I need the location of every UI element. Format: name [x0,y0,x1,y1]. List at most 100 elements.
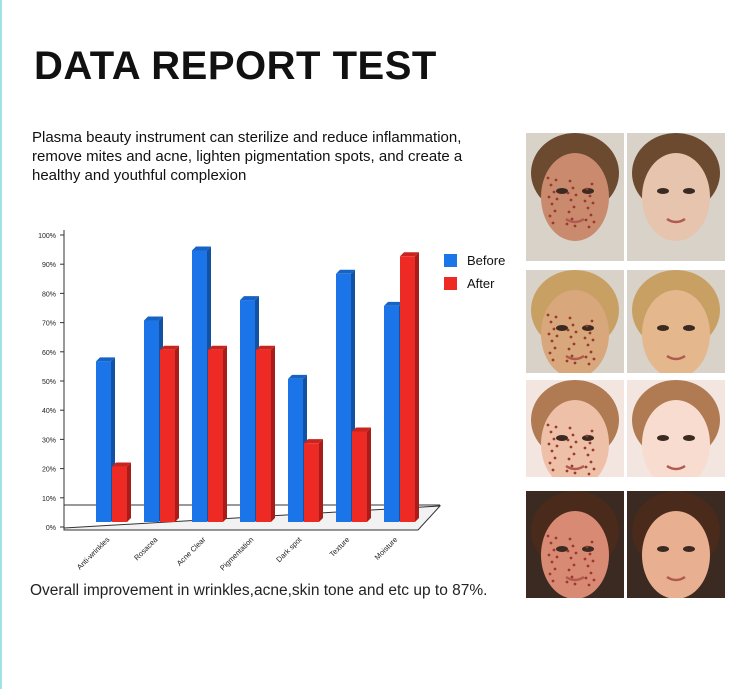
left-eye [657,435,669,441]
skin-spot [592,578,596,582]
bar-before [240,300,255,522]
bar-side-after [175,345,179,522]
skin-spot [551,579,555,583]
right-eye [683,435,695,441]
skin-spot [589,571,593,575]
skin-spot [553,567,557,571]
legend-swatch-after [444,277,457,290]
bar-before [384,305,399,522]
skin-spot [546,176,550,180]
bar-side-after [223,345,227,522]
skin-spot [565,222,569,226]
mouth [565,575,585,582]
bar-top-before [384,301,403,306]
skin-spot [566,438,570,442]
skin-spot [550,339,554,343]
skin-spot [573,224,577,228]
face-shape [642,511,710,598]
left-eye [556,435,568,441]
left-eye [657,188,669,194]
skin-spot [569,198,573,202]
skin-spot [590,182,594,186]
skin-spot [574,193,578,197]
bar-top-after [304,439,323,444]
y-tick-label: 80% [42,291,56,298]
y-tick-label: 100% [38,233,56,240]
skin-spot [554,425,558,429]
mouth [565,354,585,361]
skin-spot [551,221,555,225]
skin-spot [552,437,556,441]
x-category-label: Moisture [373,535,400,562]
skin-spot [551,468,555,472]
bar-top-after [352,427,371,432]
photo-wrinkles-before [526,270,624,373]
mouth [666,464,686,471]
skin-spot [565,359,569,363]
skin-spot [567,457,571,461]
face-illustration [627,133,725,261]
skin-spot [568,316,572,320]
mouth [666,575,686,582]
skin-spot [585,187,589,191]
skin-spot [571,544,575,548]
bar-before [192,250,207,522]
skin-spot [583,336,587,340]
skin-spot [586,453,590,457]
bar-after [352,431,367,522]
skin-spot [566,191,570,195]
skin-spot [591,448,595,452]
right-eye [582,325,594,331]
left-eye [556,188,568,194]
right-eye [683,325,695,331]
skin-spot [570,217,574,221]
skin-spot [555,334,559,338]
skin-spot [547,442,551,446]
bar-top-before [240,296,259,301]
bar-top-after [208,345,227,350]
skin-spot [567,568,571,572]
bar-side-after [367,427,371,522]
skin-spot [554,536,558,540]
photo-freckles-after [627,380,725,477]
skin-spot [583,446,587,450]
legend-swatch-before [444,254,457,267]
x-category-label: Rosacea [132,534,160,562]
skin-spot [548,351,552,355]
skin-spot [590,540,594,544]
bar-after [256,349,271,522]
x-category-label: Pigmentation [218,535,255,572]
right-eye [582,188,594,194]
photo-freckles-before [526,380,624,477]
skin-spot [566,328,570,332]
skin-spot [549,183,553,187]
face-shape [541,153,609,241]
skin-spot [548,461,552,465]
skin-spot [552,327,556,331]
mouth [666,217,686,224]
skin-spot [572,563,576,567]
skin-spot [588,331,592,335]
skin-spot [546,313,550,317]
footer-text: Overall improvement in wrinkles,acne,ski… [30,582,488,599]
face-shape [642,400,710,477]
skin-spot [568,179,572,183]
bar-before [144,320,159,522]
bar-top-after [400,252,419,257]
skin-spot [553,456,557,460]
y-tick-label: 40% [42,408,56,415]
skin-spot [546,423,550,427]
skin-spot [588,552,592,556]
skin-spot [574,551,578,555]
skin-spot [573,361,577,365]
left-eye [657,325,669,331]
skin-spot [569,556,573,560]
skin-spot [583,199,587,203]
right-eye [582,546,594,552]
mouth [565,217,585,224]
skin-spot [568,426,572,430]
skin-spot [547,332,551,336]
photo-acne-after [627,133,725,261]
skin-spot [584,576,588,580]
